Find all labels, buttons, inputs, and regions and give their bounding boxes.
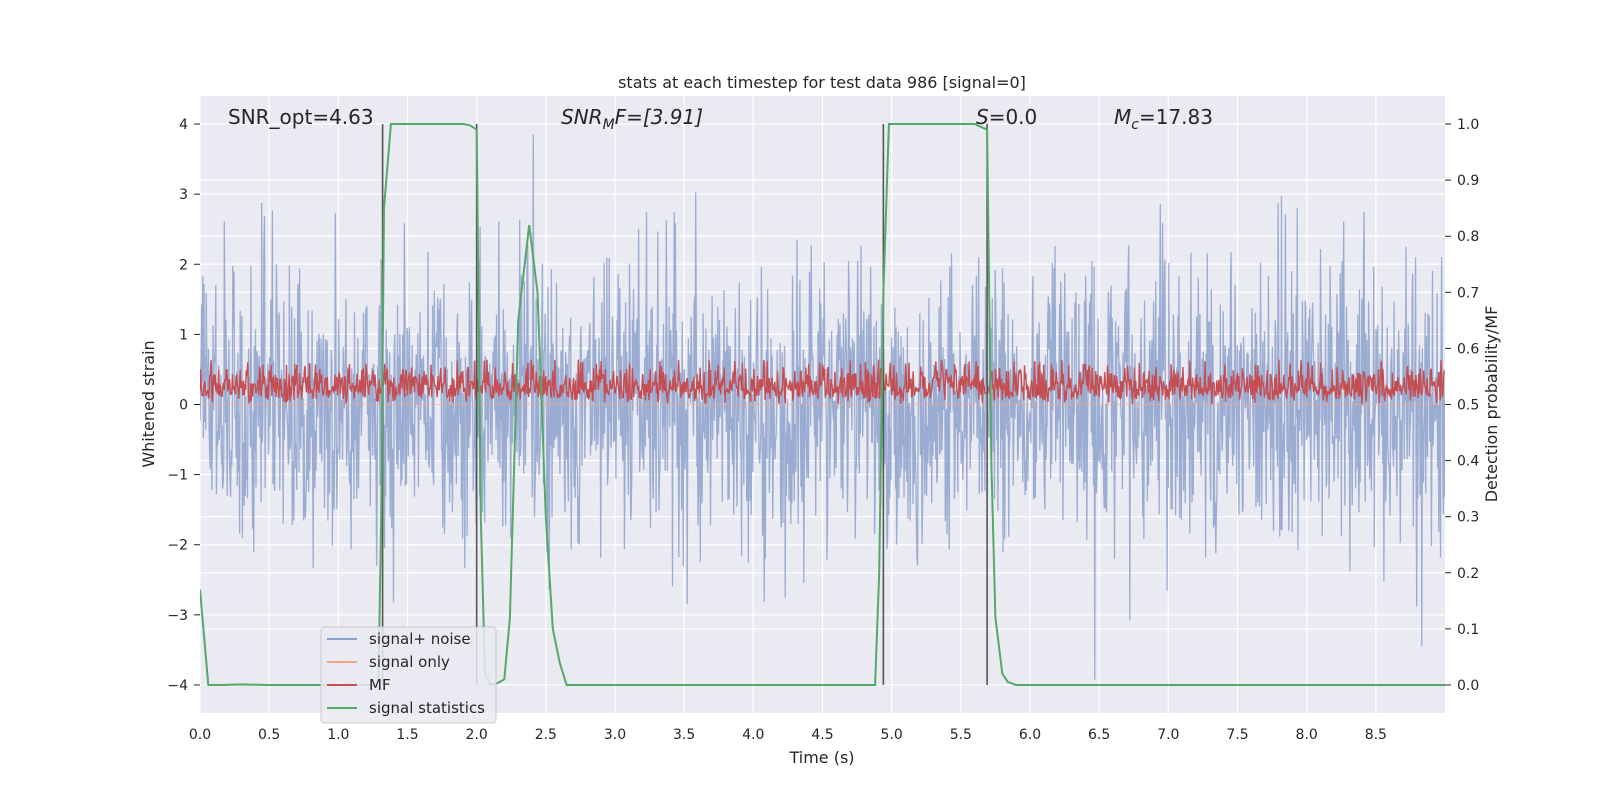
chart-title: stats at each timestep for test data 986…	[618, 73, 1026, 92]
annotation-snr-mf-rest: F=[3.91]	[615, 105, 703, 129]
y-left-tick-label-4: 0	[179, 398, 188, 414]
x-tick-label-12: 6.0	[1019, 727, 1041, 743]
series-mf	[200, 359, 1445, 405]
y-left-tick-label-5: 1	[179, 327, 188, 343]
annotation-mc-sub: c	[1131, 117, 1139, 133]
y-right-tick-label-0: 0.0	[1457, 678, 1479, 694]
mf-line	[200, 359, 1445, 405]
legend-entry-mf: MF	[327, 676, 391, 694]
legend-entry-signal-plus-noise: signal+ noise	[327, 630, 471, 648]
legend: signal+ noise signal only MF signal stat…	[320, 626, 497, 724]
x-tick-label-17: 8.5	[1365, 727, 1387, 743]
y-left-tick-label-0: −4	[167, 678, 188, 694]
x-tick-label-14: 7.0	[1157, 727, 1179, 743]
annotation-snr-mf-sub: M	[603, 117, 615, 133]
y-right-tick-label-7: 0.7	[1457, 285, 1479, 301]
x-tick-label-5: 2.5	[535, 727, 557, 743]
y-left-tick-label-6: 2	[179, 257, 188, 273]
y-right-tick-label-5: 0.5	[1457, 398, 1479, 414]
y-left-tick-label-1: −3	[167, 608, 188, 624]
x-axis-ticks: 0.0 0.5 1.0 1.5 2.0 2.5 3.0 3.5 4.0 4.5 5.0 5.5 6.0 6…	[189, 727, 1387, 743]
x-tick-label-16: 8.0	[1296, 727, 1318, 743]
y-right-tick-label-9: 0.9	[1457, 173, 1479, 189]
legend-entry-signal-only: signal only	[327, 653, 450, 671]
x-tick-label-3: 1.5	[396, 727, 418, 743]
x-axis-label: Time (s)	[788, 748, 854, 767]
annotation-s-main: S	[976, 105, 989, 129]
x-tick-label-9: 4.5	[811, 727, 833, 743]
x-tick-label-7: 3.5	[673, 727, 695, 743]
annotation-snr-mf-main: SNR	[561, 105, 603, 129]
signal-statistics-line	[200, 123, 1445, 687]
annotation-snr-mf: SNRMF=[3.91]	[561, 105, 703, 133]
x-tick-label-8: 4.0	[742, 727, 764, 743]
annotation-mc: Mc=17.83	[1114, 105, 1213, 133]
y-left-tick-label-8: 4	[179, 117, 188, 133]
plot-area	[200, 123, 1445, 687]
x-tick-label-6: 3.0	[604, 727, 626, 743]
y-right-tick-label-4: 0.4	[1457, 454, 1479, 470]
x-tick-label-1: 0.5	[258, 727, 280, 743]
x-tick-label-0: 0.0	[189, 727, 211, 743]
legend-label-signal-plus-noise: signal+ noise	[369, 630, 471, 648]
y-right-tick-label-6: 0.6	[1457, 341, 1479, 357]
legend-label-mf: MF	[369, 676, 391, 694]
annotation-snr-opt: SNR_opt=4.63	[228, 105, 374, 129]
y-right-tick-label-8: 0.8	[1457, 229, 1479, 245]
y-left-tick-label-3: −1	[167, 468, 188, 484]
y-left-tick-label-2: −2	[167, 538, 188, 554]
annotation-mc-rest: =17.83	[1139, 105, 1213, 129]
y-left-axis-label: Whitened strain	[139, 340, 158, 467]
y-left-axis-ticks: −4 −3 −2 −1 0 1 2 3 4	[167, 117, 200, 694]
legend-label-signal-only: signal only	[369, 653, 450, 671]
x-tick-label-2: 1.0	[327, 727, 349, 743]
x-tick-label-15: 7.5	[1226, 727, 1248, 743]
annotation-mc-main: M	[1114, 105, 1131, 129]
x-tick-label-4: 2.0	[466, 727, 488, 743]
legend-box	[320, 626, 497, 724]
y-right-axis-ticks: 0.0 0.1 0.2 0.3 0.4 0.5 0.6 0.7 0.8 0.9 1.0	[1445, 117, 1479, 694]
x-tick-label-10: 5.0	[881, 727, 903, 743]
series-signal-statistics	[200, 123, 1445, 687]
y-right-tick-label-1: 0.1	[1457, 622, 1479, 638]
legend-label-signal-statistics: signal statistics	[369, 699, 485, 717]
y-left-tick-label-7: 3	[179, 187, 188, 203]
y-right-axis-label: Detection probability/MF	[1482, 306, 1501, 503]
legend-entry-signal-statistics: signal statistics	[327, 699, 485, 717]
y-right-tick-label-2: 0.2	[1457, 566, 1479, 582]
x-tick-label-13: 6.5	[1088, 727, 1110, 743]
y-right-tick-label-10: 1.0	[1457, 117, 1479, 133]
y-right-tick-label-3: 0.3	[1457, 510, 1479, 526]
annotation-s-rest: =0.0	[989, 105, 1038, 129]
annotation-s: S=0.0	[976, 105, 1037, 129]
x-tick-label-11: 5.5	[950, 727, 972, 743]
